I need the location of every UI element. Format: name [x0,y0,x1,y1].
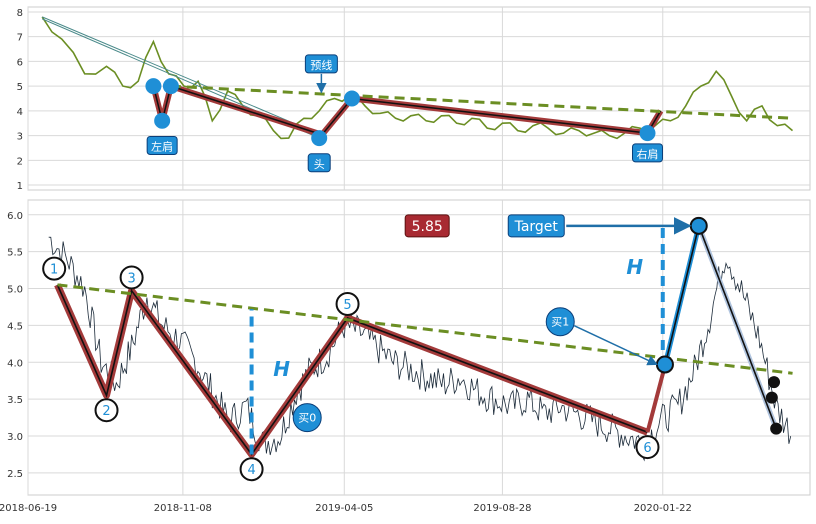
buy0-label-circle [292,403,322,433]
buy1-arrow [573,325,658,366]
buy-point-marker [655,355,674,374]
point-label-circle [635,435,660,460]
neckline [170,84,793,120]
label-right-shoulder-box [631,143,663,163]
label-neckline-box [304,54,338,74]
y-tick-label: 8 [17,8,23,19]
y-tick-label: 4.0 [7,358,23,369]
pivot-marker [343,90,360,107]
pattern-path-core [56,284,648,456]
decline-path-core [698,225,777,429]
y-tick-label: 5.0 [7,285,23,296]
y-tick-label: 3.5 [7,395,23,406]
y-tick-label: 6 [17,57,23,68]
point-label: 3 [127,271,135,286]
y-tick-label: 1 [17,181,23,192]
pivot-marker [162,78,179,95]
point-label: 2 [102,404,110,419]
point-label-circle [119,265,144,290]
black-dot [770,422,783,435]
y-tick-label: 4.5 [7,321,23,332]
point-label-circle [94,398,119,423]
label-neckline: 预线 [310,58,332,72]
buy0-label: 买0 [298,412,316,425]
y-tick-label: 5.5 [7,248,23,259]
buy1-label: 买1 [551,316,569,329]
target-point-marker [689,216,708,235]
x-tick-label: 2018-11-08 [154,503,212,514]
x-tick-label: 2019-04-05 [315,503,373,514]
y-tick-label: 2 [17,156,23,167]
value-label: 5.85 [412,219,443,235]
point-label: 4 [247,463,255,478]
y-tick-label: 2.5 [7,469,23,480]
point-label: 6 [643,441,651,456]
pivot-marker [311,130,328,147]
buy1-label-circle [545,307,575,337]
point-label: 1 [50,263,58,278]
label-head: 头 [314,158,325,171]
label-left-shoulder-box [146,135,178,155]
point-label-circle [42,256,67,281]
h-measure-label: H [273,357,290,381]
h-measure-label: H [626,255,643,279]
pivot-marker [154,112,171,129]
target-label-box [507,214,565,238]
value-label-box [404,214,450,238]
label-left-shoulder: 左肩 [151,139,173,153]
black-dot [765,391,778,404]
black-dot [768,376,781,389]
y-tick-label: 3.0 [7,432,23,443]
trend-line [41,16,318,134]
y-tick-label: 6.0 [7,211,23,222]
label-head-box [307,153,331,173]
price-line [41,16,794,140]
pivot-marker [145,78,162,95]
point-label: 5 [343,298,351,313]
bottom-panel: 2.5 3.0 3.5 4.0 4.5 5.0 5.5 6.0 2018-06-19 2018-1… [0,199,811,514]
y-tick-label: 3 [17,132,23,143]
y-tick-label: 5 [17,82,23,93]
y-tick-label: 7 [17,33,23,44]
target-path-core [664,225,700,367]
breakout-path [645,365,667,433]
label-right-shoulder: 右肩 [636,147,658,161]
x-tick-label: 2019-08-28 [473,503,531,514]
top-panel: 1 2 3 4 5 6 7 8 左肩头 右肩 预线 [17,6,811,192]
point-label-circle [335,291,360,316]
y-tick-label: 4 [17,107,23,118]
point-label-circle [239,457,264,482]
pivot-marker [639,125,656,142]
target-label: Target [514,219,559,235]
price-line [48,236,792,462]
x-tick-label: 2020-01-22 [634,503,692,514]
x-tick-label: 2018-06-19 [0,503,57,514]
